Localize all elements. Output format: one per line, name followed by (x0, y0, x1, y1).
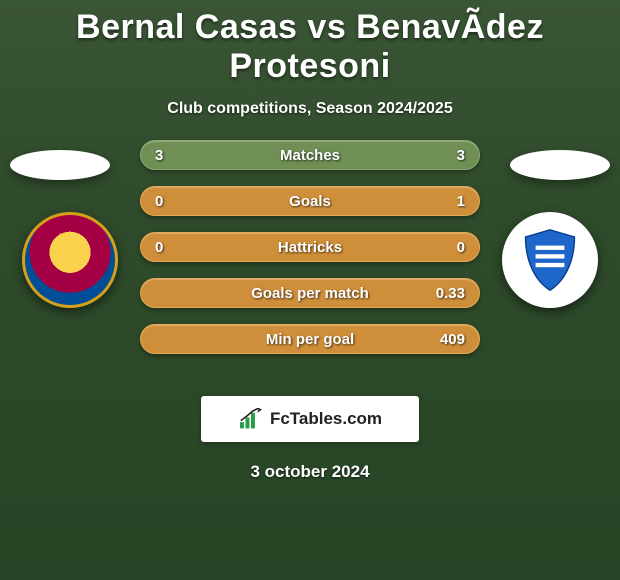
comparison-infographic: Bernal Casas vs BenavÃ­dez Protesoni Clu… (0, 0, 620, 580)
stat-value-left: 0 (155, 239, 163, 256)
stats-row: 3Matches30Goals10Hattricks0Goals per mat… (0, 154, 620, 374)
stat-bar: 0 Goals 1 (140, 186, 480, 216)
stat-value-right: 0.33 (436, 285, 465, 302)
stat-bar: 3 Matches 3 (140, 140, 480, 170)
stat-label: Min per goal (266, 331, 354, 348)
stat-value-left: 3 (155, 147, 163, 164)
player-photo-right (510, 150, 610, 180)
stat-bar: Min per goal 409 (140, 324, 480, 354)
stat-label: Goals (289, 193, 331, 210)
stat-value-right: 3 (457, 147, 465, 164)
stat-value-right: 409 (440, 331, 465, 348)
player-photo-left (10, 150, 110, 180)
stat-label: Hattricks (278, 239, 342, 256)
stat-label: Matches (280, 147, 340, 164)
stat-value-left: 0 (155, 193, 163, 210)
stat-bar: Goals per match 0.33 (140, 278, 480, 308)
stat-bars: 3 Matches 3 0 Goals 1 0 Hattricks 0 Goals per mat… (140, 140, 480, 370)
stat-label: Goals per match (251, 285, 369, 302)
stat-value-right: 0 (457, 239, 465, 256)
branding-box: FcTables.com (201, 396, 419, 442)
fctables-logo-icon (238, 408, 264, 430)
stat-value-right: 1 (457, 193, 465, 210)
stat-bar: 0 Hattricks 0 (140, 232, 480, 262)
branding-text: FcTables.com (270, 409, 382, 429)
alaves-crest-icon (514, 224, 586, 296)
date-label: 3 october 2024 (0, 462, 620, 482)
team-crest-right (502, 212, 598, 308)
subtitle: Club competitions, Season 2024/2025 (0, 100, 620, 118)
page-title: Bernal Casas vs BenavÃ­dez Protesoni (0, 0, 620, 86)
team-crest-left (22, 212, 118, 308)
